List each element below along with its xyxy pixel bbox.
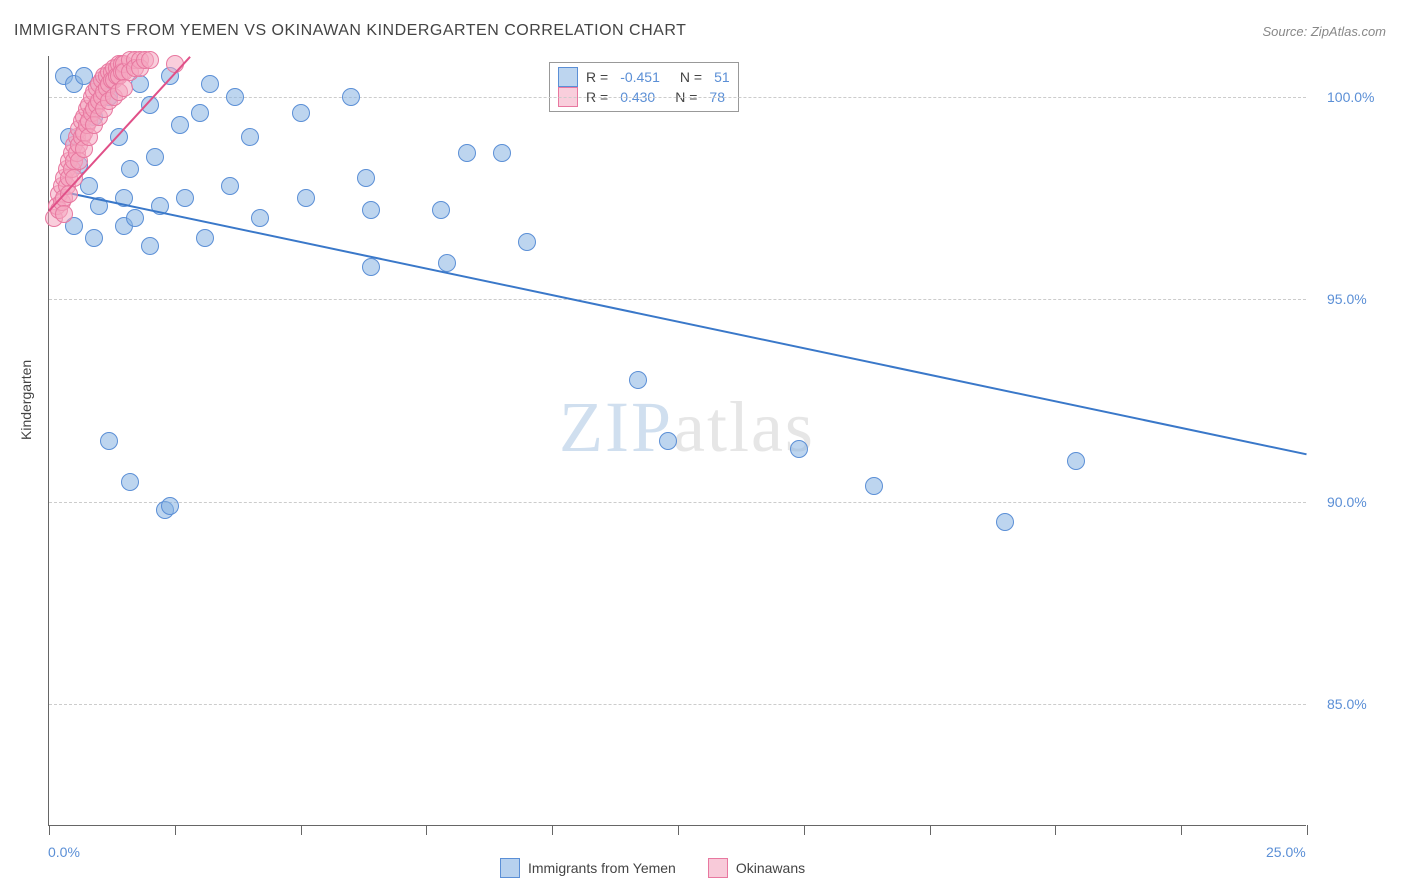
yemen-point xyxy=(85,229,103,247)
yemen-point xyxy=(362,201,380,219)
yemen-trendline xyxy=(59,190,1307,455)
correlation-legend: R = -0.451N = 51R = 0.430N = 78 xyxy=(549,62,739,112)
yemen-point xyxy=(176,189,194,207)
yemen-point xyxy=(100,432,118,450)
yemen-point xyxy=(226,88,244,106)
yemen-point xyxy=(126,209,144,227)
source-attribution: Source: ZipAtlas.com xyxy=(1262,24,1386,39)
yemen-point xyxy=(161,497,179,515)
x-tick-mark xyxy=(426,825,427,835)
okinawan-point xyxy=(141,51,159,69)
x-tick-mark xyxy=(930,825,931,835)
y-tick-label: 100.0% xyxy=(1327,89,1374,105)
y-tick-label: 95.0% xyxy=(1327,291,1367,307)
okinawan-point xyxy=(55,205,73,223)
yemen-point xyxy=(146,148,164,166)
series-legend: Immigrants from Yemen Okinawans xyxy=(500,858,829,878)
legend-label: Immigrants from Yemen xyxy=(528,860,676,876)
yemen-point xyxy=(458,144,476,162)
x-tick-mark xyxy=(678,825,679,835)
yemen-point xyxy=(297,189,315,207)
yemen-point xyxy=(865,477,883,495)
x-tick-label: 0.0% xyxy=(48,844,80,860)
gridline xyxy=(49,299,1306,300)
legend-swatch xyxy=(708,858,728,878)
legend-r-label: R = xyxy=(586,69,608,85)
x-tick-mark xyxy=(804,825,805,835)
y-tick-label: 85.0% xyxy=(1327,696,1367,712)
okinawan-point xyxy=(115,79,133,97)
yemen-point xyxy=(659,432,677,450)
legend-label: Okinawans xyxy=(736,860,805,876)
yemen-point xyxy=(292,104,310,122)
x-tick-mark xyxy=(175,825,176,835)
yemen-point xyxy=(342,88,360,106)
correlation-chart: IMMIGRANTS FROM YEMEN VS OKINAWAN KINDER… xyxy=(0,0,1406,892)
y-axis-label: Kindergarten xyxy=(18,360,34,440)
yemen-point xyxy=(221,177,239,195)
yemen-point xyxy=(518,233,536,251)
yemen-point xyxy=(121,160,139,178)
legend-swatch xyxy=(500,858,520,878)
yemen-point xyxy=(171,116,189,134)
yemen-point xyxy=(241,128,259,146)
x-tick-mark xyxy=(301,825,302,835)
yemen-point xyxy=(629,371,647,389)
x-tick-mark xyxy=(552,825,553,835)
x-tick-mark xyxy=(1307,825,1308,835)
x-tick-mark xyxy=(1055,825,1056,835)
yemen-point xyxy=(996,513,1014,531)
yemen-point xyxy=(1067,452,1085,470)
legend-n-label: N = xyxy=(680,69,702,85)
yemen-point xyxy=(251,209,269,227)
yemen-point xyxy=(141,237,159,255)
legend-r-value: -0.451 xyxy=(620,69,660,85)
x-tick-mark xyxy=(49,825,50,835)
y-tick-label: 90.0% xyxy=(1327,494,1367,510)
plot-area: ZIPatlas R = -0.451N = 51R = 0.430N = 78… xyxy=(48,56,1306,826)
yemen-point xyxy=(362,258,380,276)
chart-title: IMMIGRANTS FROM YEMEN VS OKINAWAN KINDER… xyxy=(14,22,686,40)
gridline xyxy=(49,704,1306,705)
yemen-point xyxy=(438,254,456,272)
yemen-point xyxy=(191,104,209,122)
yemen-point xyxy=(493,144,511,162)
yemen-point xyxy=(357,169,375,187)
legend-row: R = -0.451 N = 51 xyxy=(558,67,730,87)
yemen-point xyxy=(196,229,214,247)
gridline xyxy=(49,502,1306,503)
legend-n-value: 51 xyxy=(714,69,730,85)
yemen-point xyxy=(121,473,139,491)
x-tick-mark xyxy=(1181,825,1182,835)
yemen-point xyxy=(201,75,219,93)
legend-swatch xyxy=(558,67,578,87)
yemen-point xyxy=(432,201,450,219)
x-tick-label: 25.0% xyxy=(1266,844,1306,860)
yemen-point xyxy=(790,440,808,458)
watermark-zip: ZIP xyxy=(559,387,673,467)
watermark: ZIPatlas xyxy=(559,386,815,469)
